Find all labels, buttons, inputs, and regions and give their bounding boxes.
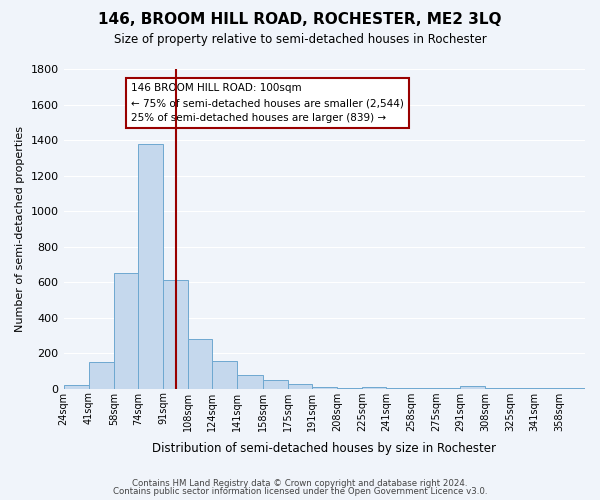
Bar bbox=[114, 273, 138, 388]
Text: 146 BROOM HILL ROAD: 100sqm
← 75% of semi-detached houses are smaller (2,544)
25: 146 BROOM HILL ROAD: 100sqm ← 75% of sem… bbox=[131, 84, 404, 123]
Bar bbox=[188, 339, 212, 388]
Y-axis label: Number of semi-detached properties: Number of semi-detached properties bbox=[15, 126, 25, 332]
Bar bbox=[89, 362, 114, 388]
Bar bbox=[238, 376, 263, 388]
Text: Size of property relative to semi-detached houses in Rochester: Size of property relative to semi-detach… bbox=[113, 32, 487, 46]
Bar bbox=[138, 144, 163, 388]
Bar bbox=[311, 387, 337, 388]
Bar bbox=[460, 386, 485, 388]
Bar bbox=[263, 380, 288, 388]
X-axis label: Distribution of semi-detached houses by size in Rochester: Distribution of semi-detached houses by … bbox=[152, 442, 496, 455]
Bar bbox=[362, 387, 386, 388]
Bar bbox=[163, 280, 188, 388]
Text: Contains HM Land Registry data © Crown copyright and database right 2024.: Contains HM Land Registry data © Crown c… bbox=[132, 478, 468, 488]
Text: Contains public sector information licensed under the Open Government Licence v3: Contains public sector information licen… bbox=[113, 487, 487, 496]
Bar bbox=[288, 384, 311, 388]
Bar bbox=[64, 385, 89, 388]
Text: 146, BROOM HILL ROAD, ROCHESTER, ME2 3LQ: 146, BROOM HILL ROAD, ROCHESTER, ME2 3LQ bbox=[98, 12, 502, 28]
Bar bbox=[212, 361, 238, 388]
